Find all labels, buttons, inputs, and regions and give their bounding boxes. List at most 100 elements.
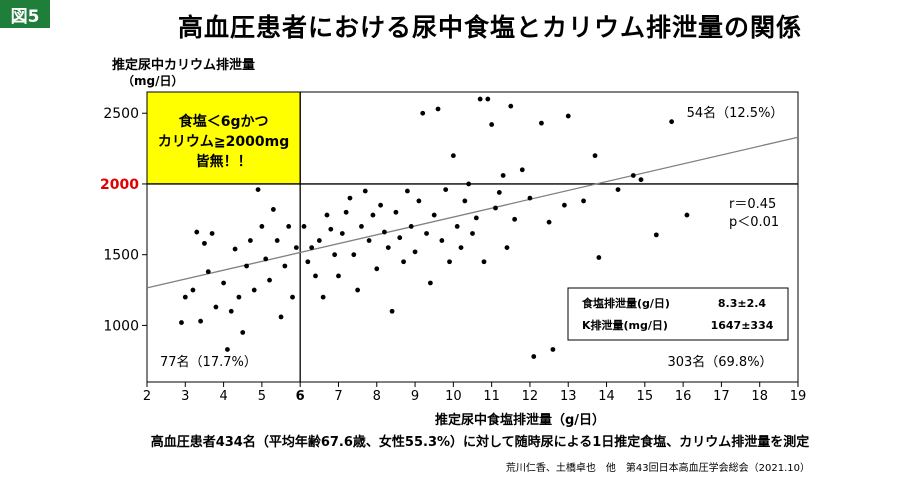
- data-point: [481, 259, 487, 265]
- data-point: [190, 287, 196, 293]
- data-point: [351, 252, 357, 258]
- data-point: [332, 252, 338, 258]
- data-point: [562, 202, 567, 208]
- data-point: [470, 231, 475, 236]
- data-point: [259, 223, 265, 229]
- data-point: [684, 212, 690, 218]
- regression-line: [146, 136, 799, 289]
- data-point: [343, 209, 349, 215]
- quadrant-label-top-left: 食塩＜6gかつ: [179, 113, 269, 130]
- x-tick-label: 18: [751, 389, 768, 404]
- data-point: [305, 259, 311, 265]
- data-point: [546, 219, 552, 225]
- data-point: [309, 245, 315, 251]
- data-point: [408, 223, 414, 229]
- data-point: [592, 153, 598, 159]
- x-tick-label: 8: [373, 389, 381, 404]
- data-point: [251, 287, 257, 293]
- data-point: [405, 188, 410, 194]
- summary-table-label: K排泄量(mg/日): [582, 318, 668, 332]
- data-point: [290, 294, 295, 300]
- y-tick-label: 1500: [103, 248, 139, 264]
- data-point: [385, 245, 391, 251]
- data-point: [244, 263, 249, 269]
- data-point: [485, 96, 491, 102]
- quadrant-label-top-left: カリウム≧2000mg: [158, 134, 289, 150]
- data-point: [209, 231, 215, 236]
- x-tick-label: 9: [411, 389, 419, 404]
- data-point: [539, 120, 544, 126]
- x-tick-label: 2: [143, 389, 151, 404]
- data-point: [435, 106, 441, 112]
- data-point: [374, 266, 380, 272]
- data-point: [359, 223, 364, 229]
- data-point: [424, 231, 429, 236]
- data-point: [477, 96, 483, 102]
- data-point: [458, 245, 464, 251]
- data-point: [454, 223, 460, 229]
- x-tick-label: 10: [445, 389, 462, 404]
- data-point: [489, 122, 495, 127]
- data-point: [255, 187, 261, 193]
- summary-table-value: 8.3±2.4: [718, 297, 767, 310]
- data-point: [466, 181, 472, 187]
- data-point: [630, 173, 636, 178]
- x-tick-label: 12: [522, 389, 539, 404]
- data-point: [236, 294, 242, 300]
- data-point: [320, 294, 326, 300]
- data-point: [450, 153, 456, 159]
- data-point: [267, 277, 272, 283]
- data-point: [412, 249, 418, 255]
- figure-tag: 図5: [0, 0, 50, 28]
- summary-table-label: 食塩排泄量(g/日): [582, 296, 670, 310]
- data-point: [397, 235, 403, 241]
- x-tick-label: 13: [560, 389, 577, 404]
- highlight-quadrant-box: [146, 91, 301, 185]
- data-point: [531, 354, 537, 359]
- data-point: [550, 347, 556, 352]
- y-tick-label: 2500: [103, 106, 139, 122]
- data-point: [202, 240, 207, 246]
- x-tick-label: 11: [483, 389, 500, 404]
- x-tick-label: 3: [181, 389, 189, 404]
- data-point: [301, 223, 307, 229]
- data-point: [347, 195, 353, 201]
- data-point: [194, 229, 200, 235]
- data-point: [653, 232, 659, 238]
- data-point: [282, 263, 288, 269]
- data-point: [382, 229, 387, 235]
- data-point: [508, 103, 514, 109]
- data-point: [274, 238, 280, 243]
- data-point: [416, 198, 422, 204]
- data-point: [500, 173, 506, 178]
- data-point: [669, 119, 675, 125]
- data-point: [336, 273, 341, 279]
- data-point: [512, 216, 518, 222]
- data-point: [439, 238, 445, 243]
- data-point: [581, 198, 586, 204]
- stats-annotation: r＝0.45: [729, 197, 776, 212]
- data-point: [313, 273, 318, 279]
- data-point: [615, 187, 621, 193]
- data-point: [496, 190, 502, 195]
- data-point: [596, 255, 602, 260]
- x-tick-label: 19: [790, 389, 807, 404]
- data-point: [232, 246, 238, 252]
- data-point: [179, 320, 184, 325]
- x-tick-label: 16: [675, 389, 692, 404]
- quadrant-label-top-left: 皆無！！: [196, 153, 252, 170]
- stats-annotation: p＜0.01: [729, 215, 779, 230]
- data-point: [328, 226, 334, 232]
- data-point: [519, 167, 525, 173]
- y-axis-label: 推定尿中カリウム排泄量: [112, 58, 256, 73]
- data-point: [401, 259, 406, 265]
- data-point: [638, 177, 644, 183]
- data-point: [431, 212, 437, 218]
- x-axis-label: 推定尿中食塩排泄量（g/日）: [434, 413, 606, 428]
- x-tick-label: 6: [296, 389, 305, 404]
- data-point: [370, 212, 376, 218]
- data-point: [493, 205, 498, 211]
- data-point: [565, 113, 571, 119]
- x-tick-label: 15: [637, 389, 654, 404]
